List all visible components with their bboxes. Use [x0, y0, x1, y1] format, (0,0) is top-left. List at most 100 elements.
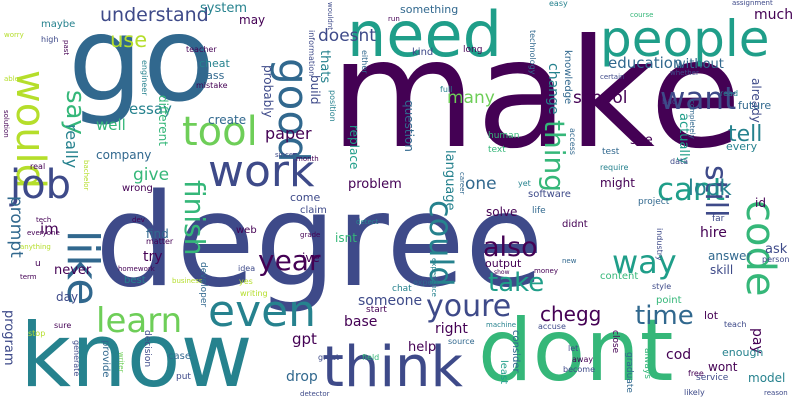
word-away: away	[572, 355, 594, 364]
word-learn: learn	[96, 301, 183, 341]
word-base: base	[344, 314, 378, 330]
word-experience: experience	[430, 258, 438, 297]
word-know: know	[20, 304, 253, 400]
word-use: use	[110, 28, 148, 52]
word-say: say	[60, 90, 90, 135]
word-program: program	[1, 310, 16, 366]
word-everyone: everyone	[27, 229, 60, 237]
word-claim: claim	[300, 205, 327, 216]
word-cant: cant	[657, 172, 725, 208]
word-certain: certain	[600, 73, 625, 81]
word-far: far	[712, 214, 725, 224]
word-dont: dont	[478, 301, 674, 400]
word-also: also	[483, 232, 538, 263]
word-never: never	[54, 263, 92, 278]
word-free: free	[688, 369, 704, 378]
word-take: take	[488, 268, 545, 298]
word-assignment: assignment	[732, 0, 773, 7]
word-close: close	[610, 330, 620, 354]
word-already: already	[749, 78, 763, 123]
word-even: even	[208, 286, 317, 337]
word-developer: developer	[198, 262, 208, 308]
word-style: style	[652, 282, 672, 291]
word-prompt: prompt	[6, 196, 26, 258]
word-class: class	[197, 69, 225, 82]
word-education: education	[608, 54, 683, 72]
word-term: term	[20, 273, 37, 281]
word-paper: paper	[265, 124, 312, 143]
word-hire: hire	[700, 225, 727, 241]
word-think: think	[322, 335, 463, 400]
word-new: new	[562, 257, 577, 265]
word-well: well	[96, 116, 126, 134]
word-project: project	[638, 197, 670, 207]
word-expert: expert	[413, 278, 439, 287]
word-every: every	[726, 140, 758, 153]
word-year: year	[258, 244, 321, 277]
word-always: always	[642, 348, 652, 379]
word-become: become	[563, 365, 596, 374]
word-youre: youre	[426, 289, 512, 324]
word-business: business	[172, 277, 203, 285]
word-sure: sure	[54, 321, 72, 330]
word-maybe: maybe	[41, 19, 76, 30]
word-likely: likely	[684, 388, 705, 397]
word-way: way	[612, 243, 677, 281]
word-anything: anything	[20, 243, 51, 251]
word-yes: yes	[239, 277, 253, 286]
word-degree: degree	[95, 167, 544, 316]
word-chegg: chegg	[540, 302, 602, 326]
word-accuse: accuse	[538, 322, 566, 331]
word-software: software	[528, 189, 571, 200]
word-high: high	[41, 35, 59, 44]
word-really: really	[62, 124, 81, 169]
word-require: require	[600, 163, 629, 172]
word-teach: teach	[724, 320, 747, 329]
word-school: school	[573, 88, 628, 108]
word-person: person	[762, 255, 790, 264]
word-good: good	[269, 58, 318, 163]
word-money: money	[534, 267, 558, 275]
word-many: many	[447, 88, 495, 108]
word-still: still	[698, 165, 733, 218]
word-chat: chat	[392, 284, 412, 294]
word-source: source	[448, 337, 475, 346]
word-wrong: wrong	[122, 183, 153, 194]
word-idea: idea	[238, 264, 256, 273]
word-understand: understand	[100, 4, 209, 26]
word-long: long	[463, 45, 483, 55]
word-human: human	[488, 131, 520, 141]
word-enough: enough	[722, 346, 764, 359]
word-output: output	[485, 257, 522, 270]
word-u: u	[35, 259, 41, 269]
word-position: position	[328, 90, 337, 122]
word-essay: essay	[129, 100, 172, 118]
word-life: life	[532, 206, 546, 216]
word-field: field	[362, 353, 380, 362]
word-job: job	[10, 162, 71, 208]
word-replace: replace	[347, 125, 361, 170]
word-reason: reason	[764, 389, 788, 397]
word-id: id	[755, 196, 766, 210]
word-detector: detector	[300, 390, 330, 398]
word-look: look	[688, 176, 732, 200]
word-create: create	[208, 113, 247, 127]
word-engineer: engineer	[140, 60, 149, 96]
word-gpt: gpt	[292, 330, 317, 348]
word-technology: technology	[528, 30, 537, 75]
word-detect: detect	[356, 218, 379, 226]
word-help: help	[408, 340, 437, 355]
word-full: full	[440, 85, 453, 94]
word-put: put	[176, 372, 191, 382]
word-since: since	[275, 151, 294, 159]
word-decision: decision	[142, 330, 152, 368]
word-question: question	[402, 100, 416, 152]
word-could: could	[422, 200, 460, 287]
word-isnt: isnt	[335, 231, 357, 245]
word-web: web	[236, 225, 257, 236]
word-teacher: teacher	[186, 45, 217, 54]
word-solution: solution	[2, 110, 10, 138]
word-homework: homework	[118, 265, 155, 273]
word-try: try	[143, 249, 163, 265]
word-right: right	[435, 321, 468, 337]
